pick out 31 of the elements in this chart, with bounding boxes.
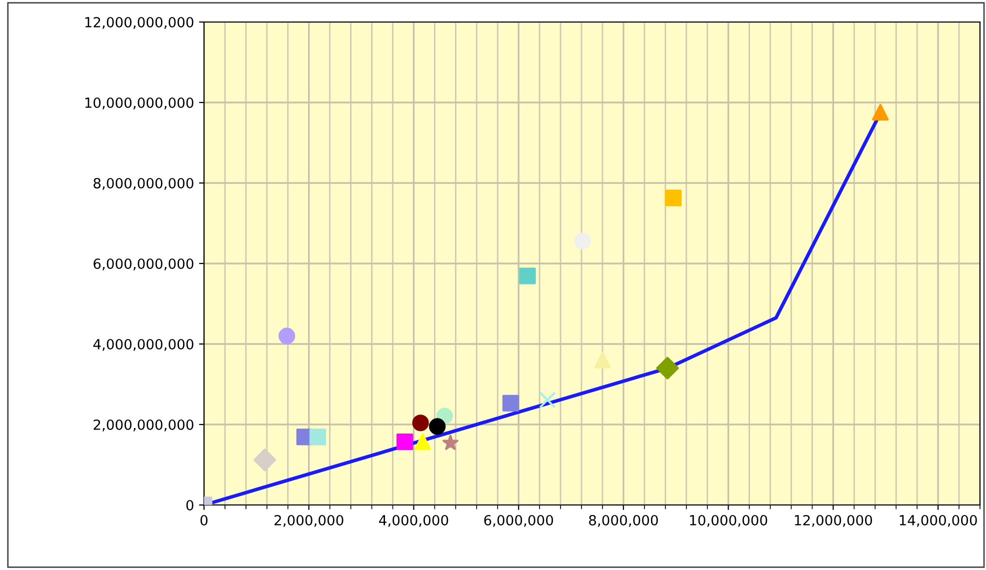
x-tick-label: 4,000,000 [379,514,448,527]
point [278,328,296,344]
x-tick-label: 10,000,000 [690,514,768,527]
point [594,352,611,368]
y-tick-label: 0 [186,500,194,510]
point [664,190,682,206]
point [396,433,414,450]
point [412,414,429,432]
x-tick-label: 2,000,000 [274,514,344,527]
y-tick-label: 6,000,000,000 [94,258,194,270]
y-tick-label: 8,000,000,000 [94,178,194,190]
x-tick-label: 6,000,000 [484,514,554,527]
y-tick-label: 12,000,000,000 [85,16,194,29]
point [428,418,446,435]
x-tick-label: 14,000,000 [900,514,977,527]
x-tick-label: 8,000,000 [589,514,658,527]
point [414,433,431,450]
x-tick-label: 0 [200,514,208,526]
point [253,448,276,472]
point [656,356,679,380]
y-tick-label: 2,000,000,000 [94,419,194,432]
point [442,434,458,450]
point [502,394,520,412]
y-tick-label: 10,000,000,000 [85,97,194,110]
point [539,392,556,408]
point [872,104,889,120]
point [574,232,591,250]
y-tick-label: 4,000,000,000 [93,338,194,351]
point [309,428,326,446]
point [519,268,536,284]
x-tick-label: 12,000,000 [794,514,872,527]
